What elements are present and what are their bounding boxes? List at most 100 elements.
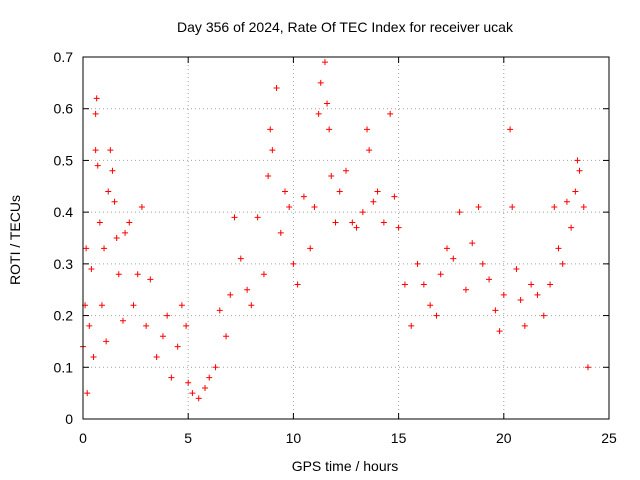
data-point — [286, 203, 293, 210]
data-point — [98, 302, 105, 309]
data-point — [94, 162, 101, 169]
x-tick-label: 25 — [601, 430, 617, 446]
data-point — [86, 322, 93, 329]
data-point — [359, 209, 366, 216]
data-point — [576, 167, 583, 174]
axis-ticks — [82, 56, 610, 420]
data-point — [534, 291, 541, 298]
data-point — [178, 302, 185, 309]
data-point — [223, 333, 230, 340]
data-point — [265, 172, 272, 179]
data-point — [391, 193, 398, 200]
data-point — [103, 338, 110, 345]
data-point — [475, 203, 482, 210]
data-point — [507, 126, 514, 133]
data-point — [115, 271, 122, 278]
data-point — [353, 224, 360, 231]
data-point — [138, 203, 145, 210]
data-point — [111, 198, 118, 205]
data-point — [290, 260, 297, 267]
data-point — [366, 147, 373, 154]
data-point — [185, 379, 192, 386]
data-point — [277, 229, 284, 236]
data-point — [332, 219, 339, 226]
data-point — [315, 110, 322, 117]
data-point — [96, 219, 103, 226]
data-point — [509, 203, 516, 210]
data-point — [300, 193, 307, 200]
data-point — [568, 224, 575, 231]
data-point — [254, 214, 261, 221]
data-point — [433, 312, 440, 319]
data-point — [88, 266, 95, 273]
data-point — [134, 271, 141, 278]
data-point — [130, 302, 137, 309]
data-point — [92, 147, 99, 154]
data-point — [401, 281, 408, 288]
data-point — [307, 245, 314, 252]
data-points — [80, 59, 591, 402]
tick-labels: 0 5 10 15 20 25 0 0.1 0.2 0.3 0.4 0.5 0.6 0.7 — [54, 49, 617, 446]
data-point — [551, 203, 558, 210]
data-point — [311, 203, 318, 210]
data-point — [395, 224, 402, 231]
data-point — [183, 322, 190, 329]
data-point — [563, 198, 570, 205]
data-point — [443, 245, 450, 252]
y-tick-label: 0.7 — [54, 49, 74, 65]
data-point — [321, 59, 328, 66]
y-tick-label: 0.4 — [54, 204, 74, 220]
data-point — [244, 286, 251, 293]
data-point — [469, 240, 476, 247]
data-point — [584, 364, 591, 371]
data-point — [90, 353, 97, 360]
data-point — [370, 198, 377, 205]
y-tick-label: 0.2 — [54, 308, 74, 324]
data-point — [513, 266, 520, 273]
plot-frame — [82, 56, 610, 420]
y-tick-label: 0.3 — [54, 256, 74, 272]
data-point — [328, 172, 335, 179]
data-point — [572, 188, 579, 195]
chart-title: Day 356 of 2024, Rate Of TEC Index for r… — [177, 19, 514, 35]
x-axis-label: GPS time / hours — [292, 458, 399, 474]
data-point — [479, 260, 486, 267]
y-tick-label: 0 — [65, 411, 73, 427]
data-point — [83, 245, 90, 252]
data-point — [195, 395, 202, 402]
data-point — [212, 364, 219, 371]
data-point — [343, 167, 349, 174]
data-point — [496, 328, 503, 335]
data-point — [324, 100, 331, 107]
data-point — [547, 281, 554, 288]
data-point — [101, 245, 108, 252]
data-point — [349, 219, 356, 226]
data-point — [427, 302, 434, 309]
data-point — [107, 147, 114, 154]
data-point — [260, 271, 267, 278]
data-point — [294, 281, 301, 288]
data-point — [159, 333, 166, 340]
data-point — [492, 307, 499, 314]
data-point — [174, 343, 181, 350]
data-point — [227, 291, 234, 298]
data-point — [273, 85, 280, 92]
data-point — [574, 157, 581, 164]
data-point — [326, 126, 333, 133]
data-point — [143, 322, 150, 329]
data-point — [189, 390, 196, 397]
data-point — [486, 276, 493, 283]
y-axis-label: ROTI / TECUs — [7, 195, 23, 285]
data-point — [109, 167, 116, 174]
x-tick-label: 20 — [496, 430, 512, 446]
y-tick-label: 0.5 — [54, 152, 74, 168]
data-point — [414, 260, 421, 267]
x-tick-label: 15 — [391, 430, 407, 446]
data-point — [281, 188, 288, 195]
data-point — [317, 79, 324, 86]
data-point — [113, 235, 120, 241]
data-point — [408, 322, 415, 329]
data-point — [216, 307, 223, 314]
data-point — [122, 229, 129, 236]
